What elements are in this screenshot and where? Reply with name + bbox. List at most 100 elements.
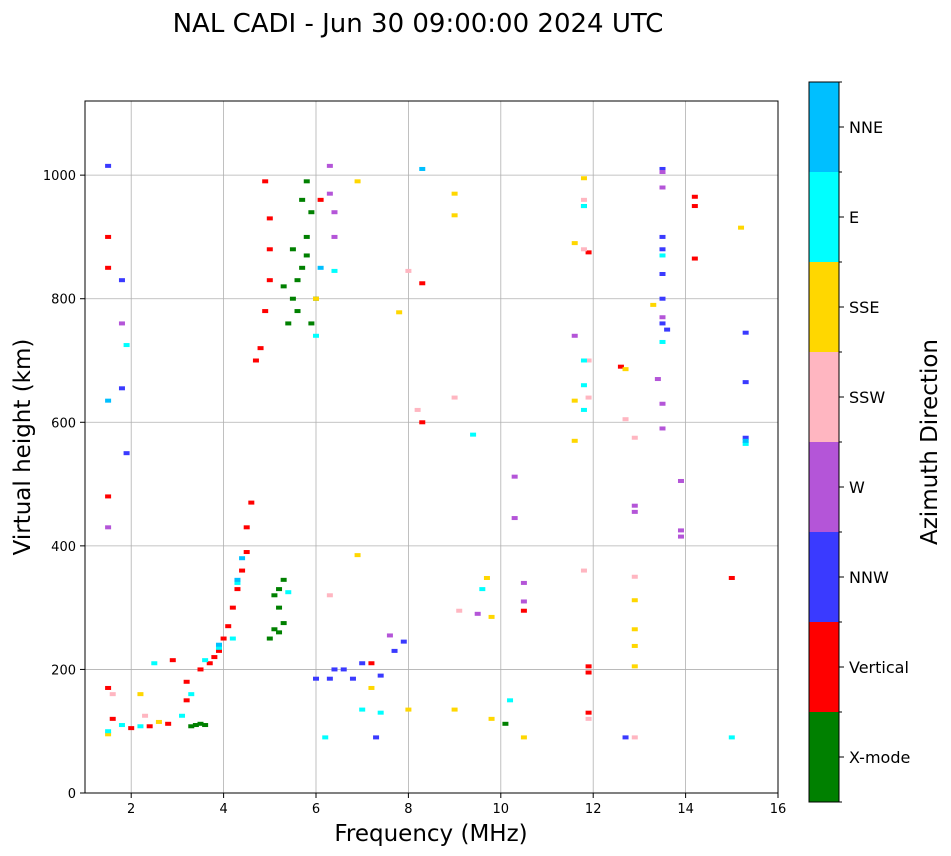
- data-point: [109, 716, 116, 721]
- plot-area: [84, 100, 779, 794]
- data-point: [742, 438, 749, 443]
- data-point: [631, 435, 638, 440]
- data-point: [400, 639, 407, 644]
- data-point: [271, 627, 278, 632]
- data-point: [211, 655, 218, 660]
- data-point: [405, 268, 412, 273]
- data-point: [622, 735, 629, 740]
- data-point: [659, 170, 666, 175]
- data-point: [659, 401, 666, 406]
- data-point: [728, 575, 735, 580]
- data-point: [183, 698, 190, 703]
- data-point: [257, 346, 264, 351]
- data-point: [520, 608, 527, 613]
- data-point: [571, 333, 578, 338]
- x-tick-label: 14: [677, 802, 694, 817]
- data-point: [451, 707, 458, 712]
- data-point: [511, 474, 518, 479]
- data-point: [456, 608, 463, 613]
- data-point: [326, 191, 333, 196]
- colorbar-tick-label: NNW: [849, 568, 889, 587]
- colorbar-swatch: [809, 172, 839, 262]
- data-point: [188, 692, 195, 697]
- data-point: [580, 247, 587, 252]
- data-point: [742, 435, 749, 440]
- data-point: [118, 723, 125, 728]
- colorbar-tick-label: W: [849, 478, 865, 497]
- data-point: [215, 645, 222, 650]
- data-point: [188, 724, 195, 729]
- data-point: [520, 735, 527, 740]
- data-point: [451, 395, 458, 400]
- data-point: [313, 333, 319, 338]
- data-point: [118, 386, 125, 391]
- data-point: [511, 516, 518, 521]
- data-point: [322, 735, 329, 740]
- data-point: [470, 432, 477, 437]
- data-point: [248, 500, 255, 505]
- data-point: [580, 197, 587, 202]
- data-point: [299, 197, 306, 202]
- data-point: [280, 284, 287, 289]
- data-point: [585, 670, 592, 675]
- data-point: [234, 577, 241, 582]
- data-point: [677, 534, 684, 539]
- colorbar-swatch: [809, 352, 839, 442]
- data-point: [220, 636, 227, 641]
- data-point: [105, 163, 112, 168]
- series-nne: [105, 166, 749, 647]
- x-tick-label: 8: [404, 802, 412, 817]
- colorbar-tick-label: Vertical: [849, 658, 909, 677]
- data-point: [571, 438, 578, 443]
- data-point: [677, 528, 684, 533]
- data-point: [419, 420, 426, 425]
- data-point: [396, 310, 403, 315]
- data-point: [691, 194, 698, 199]
- data-point: [105, 265, 112, 270]
- data-point: [631, 643, 638, 648]
- y-axis-label: Virtual height (km): [10, 339, 36, 556]
- series-sse: [105, 176, 745, 740]
- data-point: [659, 166, 666, 171]
- data-point: [654, 377, 661, 382]
- data-point: [206, 661, 213, 666]
- x-tick-label: 16: [770, 802, 787, 817]
- data-point: [631, 735, 638, 740]
- data-point: [419, 166, 426, 171]
- data-point: [483, 575, 490, 580]
- data-point: [507, 698, 514, 703]
- data-point: [691, 204, 698, 209]
- chart-title: NAL CADI - Jun 30 09:00:00 2024 UTC: [173, 9, 664, 39]
- data-point: [252, 358, 259, 363]
- data-point: [386, 633, 393, 638]
- y-tick-label: 600: [51, 416, 76, 431]
- data-point: [146, 724, 153, 729]
- data-point: [585, 358, 592, 363]
- data-point: [659, 234, 666, 239]
- data-point: [631, 503, 638, 508]
- data-point: [239, 556, 246, 561]
- data-point: [580, 568, 587, 573]
- data-point: [234, 587, 241, 592]
- data-point: [202, 723, 209, 728]
- series-x-mode: [188, 179, 587, 729]
- data-point: [488, 716, 495, 721]
- x-tick-label: 6: [312, 802, 320, 817]
- colorbar-swatch: [809, 532, 839, 622]
- data-point: [123, 343, 130, 348]
- data-point: [317, 265, 324, 270]
- data-point: [197, 667, 204, 672]
- data-point: [313, 296, 319, 301]
- data-point: [340, 667, 347, 672]
- y-axis: 0 200 400 600 800 1000: [43, 169, 85, 802]
- data-point: [405, 707, 412, 712]
- data-point: [239, 568, 246, 573]
- series-vertical: [105, 179, 735, 731]
- data-point: [359, 707, 366, 712]
- data-point: [359, 661, 366, 666]
- colorbar-swatch: [809, 262, 839, 352]
- data-point: [105, 398, 112, 403]
- data-point: [659, 272, 666, 276]
- data-point: [585, 716, 592, 721]
- data-point: [183, 679, 190, 684]
